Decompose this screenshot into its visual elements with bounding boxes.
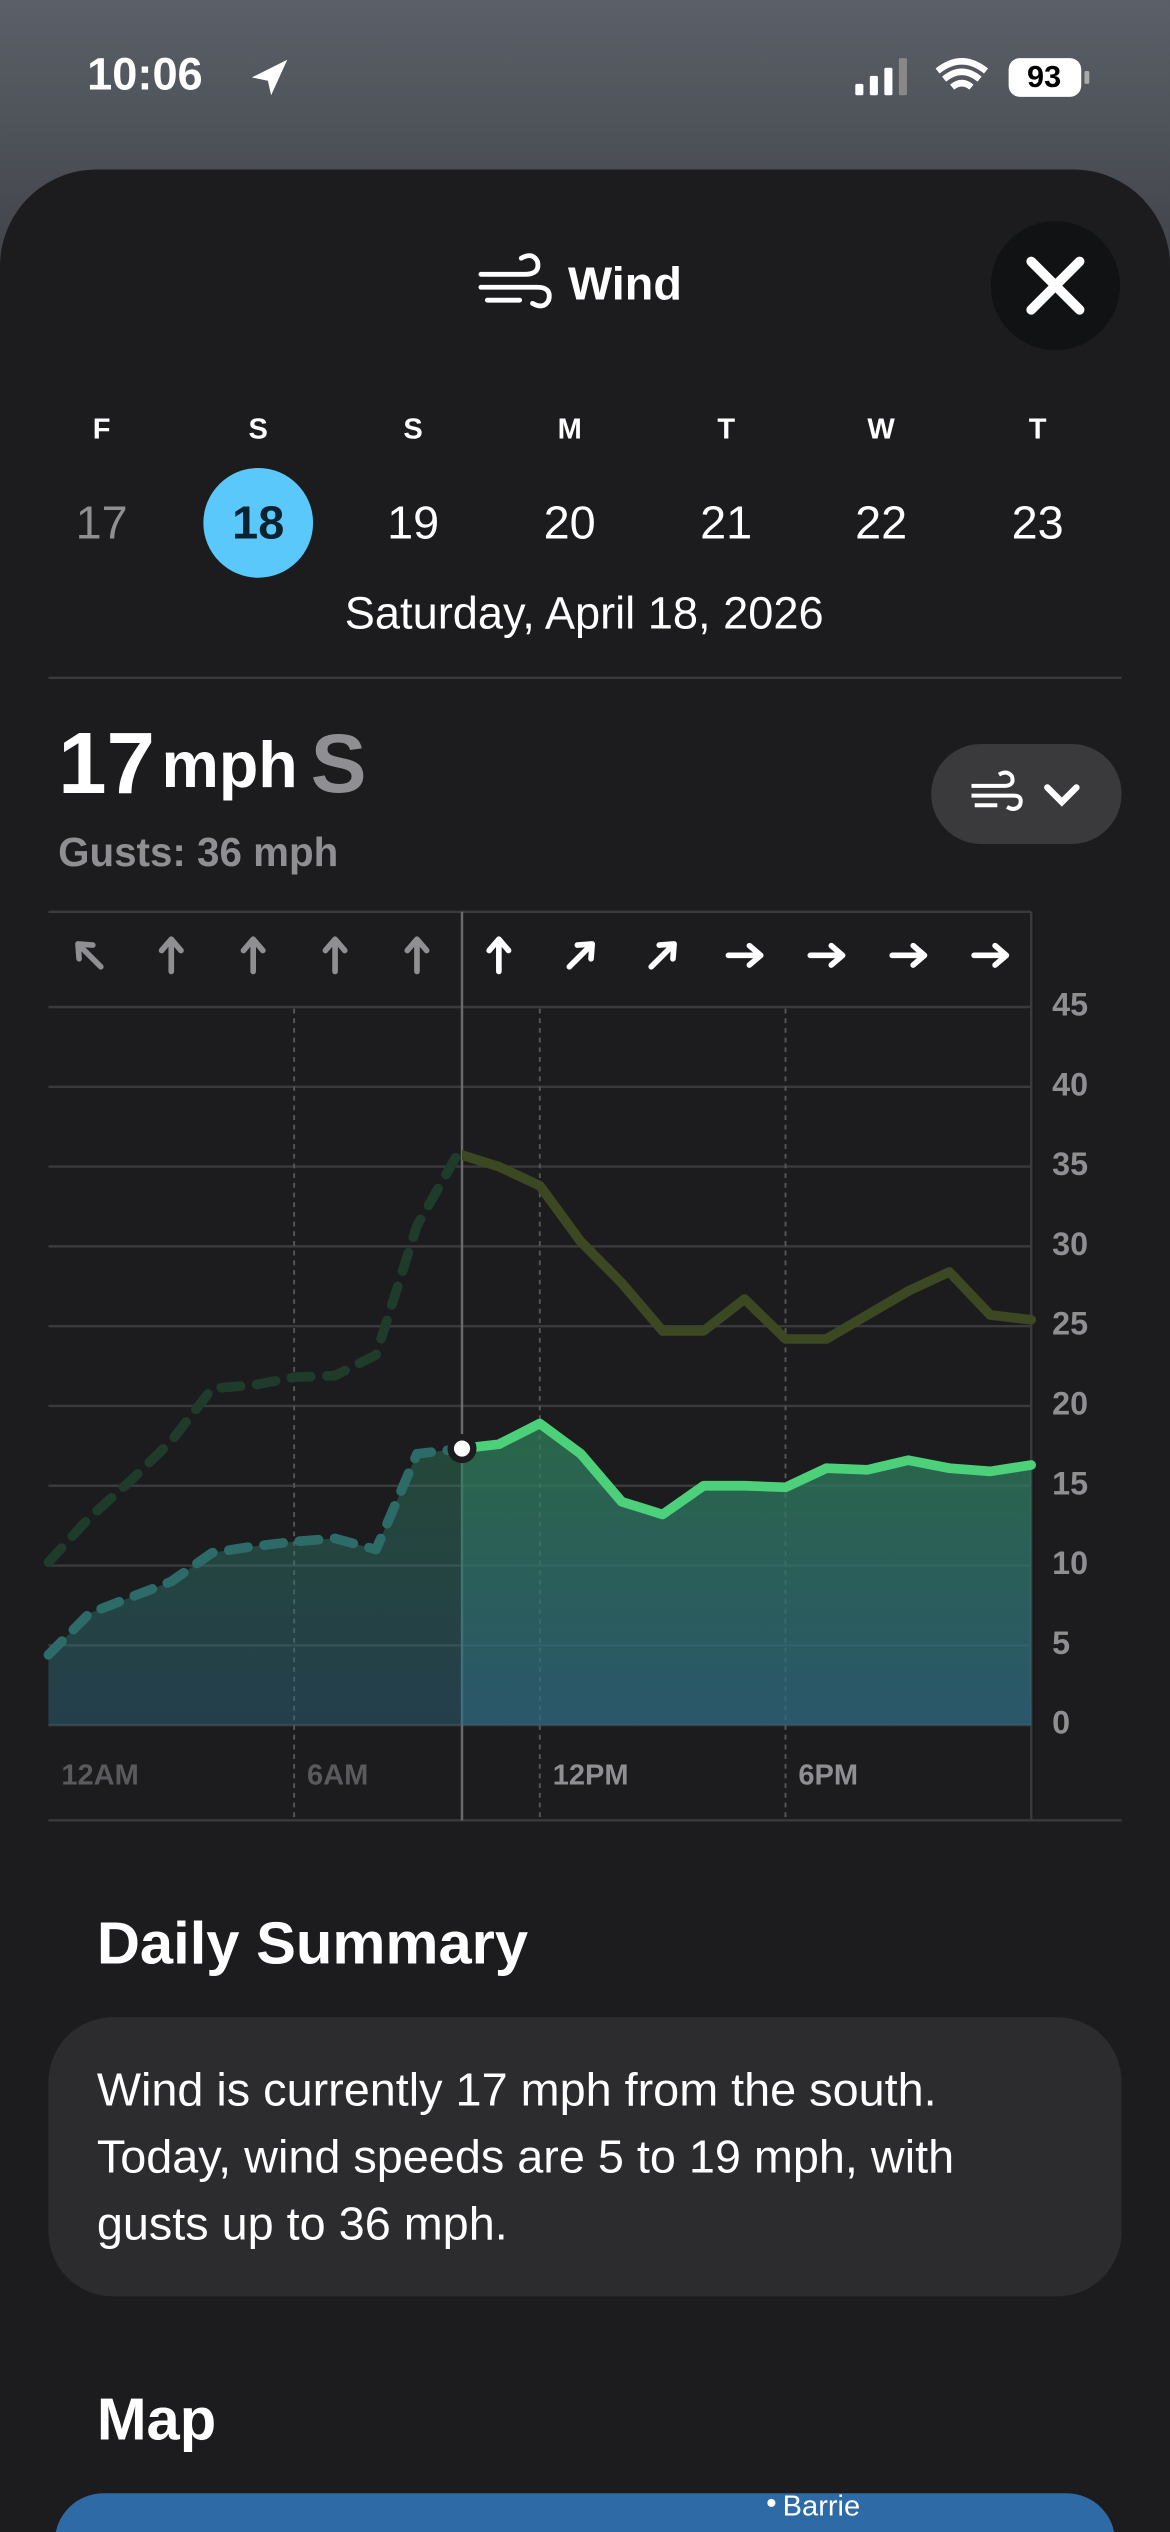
direction-arrow bbox=[971, 942, 1010, 968]
y-tick-label: 35 bbox=[1052, 1146, 1088, 1182]
summary-line: Today, wind speeds are 5 to 19 mph, with bbox=[97, 2130, 954, 2182]
direction: S bbox=[311, 716, 367, 810]
map-dot bbox=[767, 2498, 776, 2507]
x-tick-label: 6PM bbox=[798, 1759, 858, 1791]
direction-arrow bbox=[404, 936, 430, 975]
y-tick-label: 0 bbox=[1052, 1705, 1070, 1741]
line-past bbox=[43, 1443, 463, 1660]
y-tick-label: 10 bbox=[1052, 1545, 1088, 1581]
battery-level: 93 bbox=[1027, 60, 1061, 94]
day-letter: F bbox=[93, 414, 111, 446]
x-tick-label: 12PM bbox=[553, 1759, 629, 1791]
map-preview[interactable] bbox=[55, 2493, 1115, 2532]
map-place: Barrie bbox=[783, 2490, 860, 2522]
sheet bbox=[0, 169, 1170, 2532]
summary-card bbox=[48, 2017, 1122, 2297]
picker-icon[interactable] bbox=[971, 770, 1023, 811]
x-tick-label: 12AM bbox=[61, 1759, 138, 1791]
day-number[interactable]: 19 bbox=[387, 496, 439, 548]
battery bbox=[1008, 58, 1082, 97]
direction-arrow bbox=[889, 942, 928, 968]
day-letter: M bbox=[558, 414, 582, 446]
summary-title: Daily Summary bbox=[97, 1910, 528, 1977]
area-future bbox=[462, 1423, 1032, 1726]
day-selected bbox=[203, 467, 314, 578]
battery-tip bbox=[1084, 71, 1090, 84]
status-time: 10:06 bbox=[87, 48, 203, 99]
day-letter: W bbox=[867, 414, 895, 446]
wind-icon bbox=[478, 253, 552, 309]
direction-arrow bbox=[240, 936, 266, 975]
line-future bbox=[462, 1418, 1037, 1520]
wifi-icon bbox=[935, 58, 989, 90]
close-button[interactable] bbox=[990, 221, 1120, 351]
y-tick-label: 20 bbox=[1052, 1385, 1088, 1421]
direction-arrow bbox=[807, 942, 846, 968]
location-icon bbox=[251, 59, 288, 96]
y-tick-label: 45 bbox=[1052, 987, 1088, 1023]
day-number[interactable]: 18 bbox=[232, 496, 284, 548]
chevron[interactable] bbox=[1044, 784, 1080, 807]
direction-arrow bbox=[75, 941, 104, 970]
day-number[interactable]: 23 bbox=[1012, 496, 1064, 548]
day-letter: T bbox=[717, 414, 735, 446]
metric-picker[interactable] bbox=[931, 743, 1122, 844]
day-number[interactable]: 17 bbox=[76, 496, 128, 548]
direction-arrow bbox=[566, 941, 595, 970]
map-title: Map bbox=[97, 2386, 216, 2453]
signal-icon bbox=[855, 58, 907, 96]
day-number[interactable]: 20 bbox=[544, 496, 596, 548]
direction-arrow bbox=[486, 936, 512, 975]
y-tick-label: 25 bbox=[1052, 1306, 1088, 1342]
picker-bg[interactable] bbox=[931, 743, 1122, 844]
selected-date: Saturday, April 18, 2026 bbox=[345, 587, 824, 638]
x-tick-label: 6AM bbox=[307, 1759, 368, 1791]
summary-text: Wind is currently 17 mph from the south.… bbox=[97, 2063, 954, 2249]
day-strip: F 17 S 18 S 19 M 20 T 21 W 22 T 23 bbox=[76, 414, 1064, 578]
y-tick-label: 30 bbox=[1052, 1226, 1088, 1262]
area-past bbox=[48, 1448, 463, 1726]
day-letter: S bbox=[403, 414, 422, 446]
speed: 17 bbox=[58, 715, 155, 812]
day-number[interactable]: 21 bbox=[700, 496, 752, 548]
summary-line: Wind is currently 17 mph from the south. bbox=[97, 2063, 937, 2115]
day-letter: T bbox=[1029, 414, 1047, 446]
now-dot bbox=[447, 1434, 477, 1464]
summary-line: gusts up to 36 mph. bbox=[97, 2197, 508, 2249]
wind-chart: 0 5 10 15 20 25 30 35 40 45 12AM 6AM 12PM 6PM bbox=[43, 910, 1122, 1822]
day-number[interactable]: 22 bbox=[855, 496, 907, 548]
day-letter: S bbox=[249, 414, 268, 446]
title: Wind bbox=[568, 258, 682, 310]
direction-arrow bbox=[725, 942, 764, 968]
direction-arrow bbox=[648, 941, 677, 970]
y-tick-label: 15 bbox=[1052, 1465, 1088, 1501]
line-future bbox=[462, 1150, 1037, 1344]
y-tick-label: 5 bbox=[1052, 1625, 1070, 1661]
gusts: Gusts: 36 mph bbox=[58, 829, 338, 875]
current-wind: 17 mph S bbox=[58, 715, 367, 812]
y-tick-label: 40 bbox=[1052, 1066, 1088, 1102]
close-x[interactable] bbox=[1026, 256, 1085, 315]
unit: mph bbox=[161, 729, 297, 801]
direction-arrow bbox=[158, 936, 184, 975]
direction-arrow bbox=[322, 936, 348, 975]
